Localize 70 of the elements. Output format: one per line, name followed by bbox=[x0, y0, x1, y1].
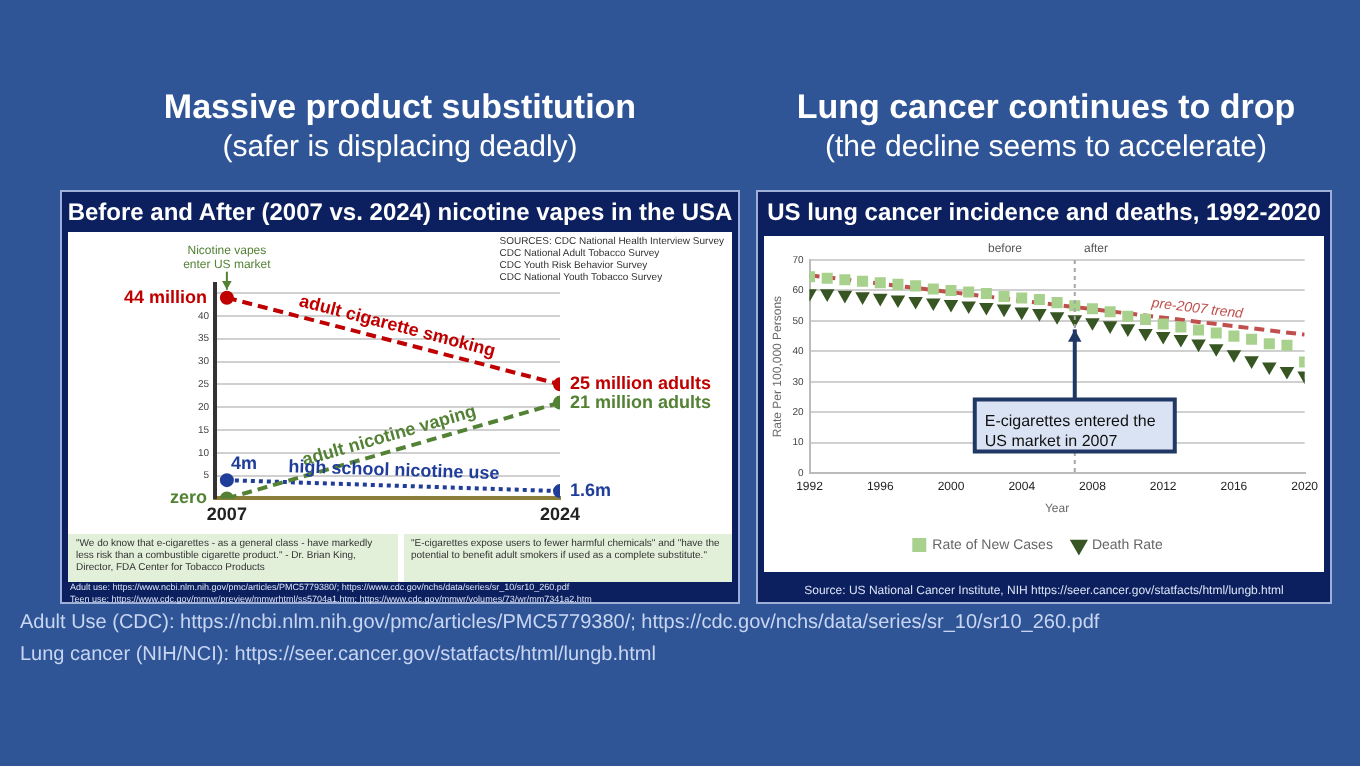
point bbox=[1281, 339, 1293, 351]
point bbox=[1085, 318, 1099, 330]
point bbox=[980, 287, 992, 300]
chart-title: Massive product substitution bbox=[161, 88, 639, 128]
point bbox=[1104, 306, 1116, 318]
text: Adult Use (CDC): https://ncbi.nlm.nih.gov/pmc/articles/PMC5779380/; https://cdc.gov/nchs/data/series/sr_10/sr10_260.pdf bbox=[20, 612, 1100, 634]
data-label: 25 million adults bbox=[570, 373, 712, 394]
point bbox=[1069, 300, 1081, 312]
point bbox=[1032, 309, 1046, 321]
point bbox=[1263, 338, 1275, 350]
point bbox=[1015, 307, 1029, 320]
point bbox=[856, 292, 870, 304]
point bbox=[1103, 321, 1117, 333]
point bbox=[979, 303, 993, 315]
point bbox=[1192, 339, 1206, 352]
point bbox=[1280, 366, 1294, 379]
point bbox=[892, 278, 904, 290]
point bbox=[1139, 313, 1152, 325]
chart-title: Lung cancer continues to drop bbox=[794, 88, 1298, 128]
point bbox=[1016, 292, 1028, 304]
point bbox=[926, 298, 940, 311]
data-label: 4m bbox=[230, 453, 257, 474]
point bbox=[873, 293, 887, 306]
x-tick-label: 2007 bbox=[206, 504, 247, 525]
point bbox=[821, 272, 833, 284]
point bbox=[1157, 318, 1169, 330]
text: Lung cancer (NIH/NCI): https://seer.cancer.gov/statfacts/html/lungb.html bbox=[20, 644, 656, 666]
data-label: 44 million bbox=[124, 286, 208, 307]
text: Before and After (2007 vs. 2024) nicotine vapes in the USA bbox=[65, 198, 735, 226]
point bbox=[891, 295, 905, 307]
point bbox=[839, 274, 851, 286]
point bbox=[1050, 312, 1064, 324]
point bbox=[1175, 321, 1187, 333]
point bbox=[1227, 350, 1241, 362]
point bbox=[997, 304, 1011, 317]
point bbox=[1228, 330, 1240, 342]
point bbox=[1209, 344, 1223, 356]
point bbox=[1051, 297, 1063, 309]
point bbox=[874, 277, 886, 289]
point bbox=[944, 299, 958, 312]
point bbox=[910, 280, 922, 292]
point bbox=[1138, 328, 1153, 341]
point bbox=[1121, 324, 1135, 336]
data-label: 1.6m bbox=[570, 480, 612, 501]
point bbox=[820, 289, 834, 301]
point bbox=[945, 284, 957, 296]
point bbox=[1210, 327, 1222, 339]
point bbox=[1086, 303, 1098, 315]
chart-subtitle: (safer is displacing deadly) bbox=[220, 130, 580, 164]
point bbox=[998, 291, 1010, 303]
x-tick-label: 2024 bbox=[539, 504, 581, 525]
point bbox=[1193, 324, 1205, 336]
chart-subtitle: (the decline seems to accelerate) bbox=[823, 130, 1269, 164]
data-label: zero bbox=[170, 487, 209, 508]
data-label: 21 million adults bbox=[570, 391, 712, 412]
point bbox=[1174, 334, 1188, 347]
annotation: E-cigarettes entered the US market in 2007 bbox=[984, 411, 1157, 450]
point bbox=[1262, 362, 1276, 374]
point bbox=[963, 286, 975, 298]
point bbox=[1156, 331, 1170, 344]
text: US lung cancer incidence and deaths, 1992-2020 bbox=[765, 198, 1323, 226]
point bbox=[1033, 294, 1045, 306]
point bbox=[1122, 310, 1134, 322]
point bbox=[1245, 356, 1259, 368]
point bbox=[927, 283, 939, 295]
point bbox=[1246, 333, 1258, 345]
point bbox=[962, 301, 976, 314]
point bbox=[909, 296, 923, 309]
point bbox=[838, 290, 852, 303]
point bbox=[857, 275, 869, 287]
